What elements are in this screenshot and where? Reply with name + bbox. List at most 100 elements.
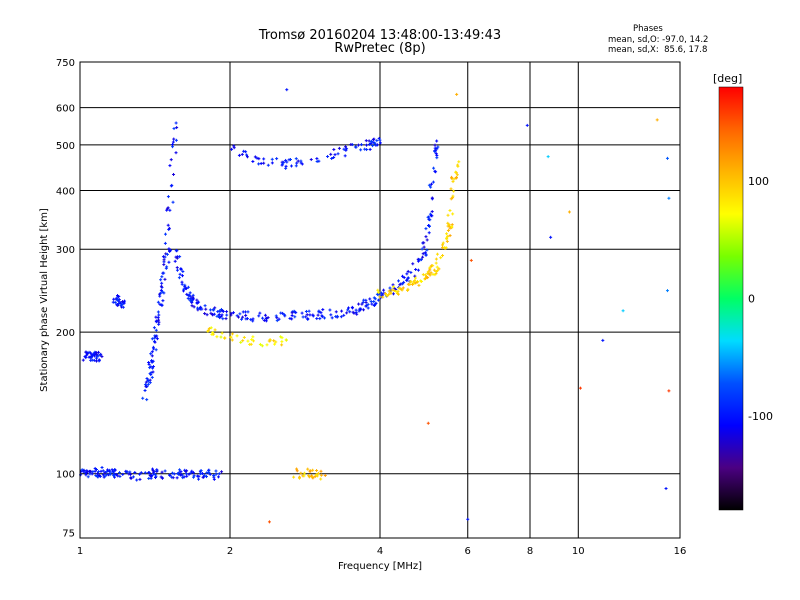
- x-tick-label: 6: [465, 546, 471, 557]
- data-point: [568, 210, 570, 214]
- data-point: [435, 152, 437, 156]
- chart-title: Tromsø 20160204 13:48:00-13:49:43: [258, 28, 502, 43]
- data-point: [198, 477, 200, 481]
- data-point: [296, 469, 298, 473]
- data-point: [300, 161, 302, 165]
- data-point: [377, 288, 379, 292]
- data-point: [364, 147, 366, 151]
- data-point: [312, 314, 314, 318]
- data-point: [263, 161, 265, 165]
- data-point: [334, 153, 336, 157]
- data-point: [399, 283, 401, 287]
- data-point: [97, 350, 99, 354]
- data-point: [185, 470, 187, 474]
- data-point: [134, 471, 136, 475]
- data-point: [327, 155, 329, 159]
- data-point: [219, 316, 221, 320]
- data-point: [146, 377, 148, 381]
- data-point: [172, 476, 174, 480]
- data-point: [147, 379, 149, 383]
- data-point: [80, 473, 82, 477]
- data-point: [82, 358, 84, 362]
- data-point: [80, 470, 82, 474]
- data-point: [430, 182, 432, 186]
- data-point: [345, 145, 347, 149]
- data-point: [309, 313, 311, 317]
- data-point: [167, 195, 169, 199]
- data-point: [246, 155, 248, 159]
- data-point: [296, 161, 298, 165]
- data-point: [249, 342, 251, 346]
- data-point: [122, 472, 124, 476]
- data-point: [265, 316, 267, 320]
- data-point: [418, 283, 420, 287]
- data-point: [96, 356, 98, 360]
- data-point: [153, 347, 155, 351]
- data-point: [252, 335, 254, 339]
- data-point: [381, 291, 383, 295]
- data-point: [368, 139, 370, 143]
- data-point: [158, 318, 160, 322]
- data-point: [267, 163, 269, 167]
- data-point: [436, 139, 438, 143]
- data-point: [290, 164, 292, 168]
- data-point: [435, 261, 437, 265]
- data-point: [388, 289, 390, 293]
- data-point: [656, 118, 658, 122]
- data-point: [146, 398, 148, 402]
- data-point: [361, 302, 363, 306]
- data-point: [214, 328, 216, 332]
- data-point: [360, 148, 362, 152]
- data-point: [406, 278, 408, 282]
- data-point: [152, 345, 154, 349]
- data-point: [422, 252, 424, 256]
- data-point: [162, 290, 164, 294]
- data-point: [355, 308, 357, 312]
- data-point: [89, 472, 91, 476]
- data-point: [330, 313, 332, 317]
- data-point: [107, 468, 109, 472]
- data-point: [341, 309, 343, 313]
- y-tick-label: 75: [62, 528, 75, 539]
- data-point: [410, 280, 412, 284]
- data-point: [280, 311, 282, 315]
- data-point: [436, 156, 438, 160]
- data-point: [424, 251, 426, 255]
- data-point: [175, 255, 177, 259]
- data-point: [241, 152, 243, 156]
- data-point: [204, 304, 206, 308]
- data-point: [139, 472, 141, 476]
- data-point: [225, 317, 227, 321]
- colorbar-tick-label: 0: [748, 293, 755, 306]
- data-point: [369, 142, 371, 146]
- data-point: [172, 145, 174, 149]
- data-point: [132, 475, 134, 479]
- data-point: [176, 476, 178, 480]
- data-point: [425, 252, 427, 256]
- data-point: [169, 164, 171, 168]
- data-point: [203, 473, 205, 477]
- data-point: [188, 472, 190, 476]
- data-point: [247, 310, 249, 314]
- data-point: [261, 344, 263, 348]
- data-point: [92, 354, 94, 358]
- data-point: [247, 339, 249, 343]
- data-point: [193, 297, 195, 301]
- data-point: [305, 309, 307, 313]
- data-point: [281, 336, 283, 340]
- data-point: [579, 386, 581, 390]
- data-point: [271, 157, 273, 161]
- data-point: [470, 258, 472, 262]
- data-point: [179, 272, 181, 276]
- data-point: [115, 472, 117, 476]
- data-point: [161, 470, 163, 474]
- data-point: [173, 127, 175, 131]
- data-point: [428, 272, 430, 276]
- data-point: [149, 372, 151, 376]
- data-point: [151, 473, 153, 477]
- data-point: [184, 285, 186, 289]
- data-point: [419, 279, 421, 283]
- data-point: [400, 282, 402, 286]
- data-point: [178, 471, 180, 475]
- data-point: [130, 477, 132, 481]
